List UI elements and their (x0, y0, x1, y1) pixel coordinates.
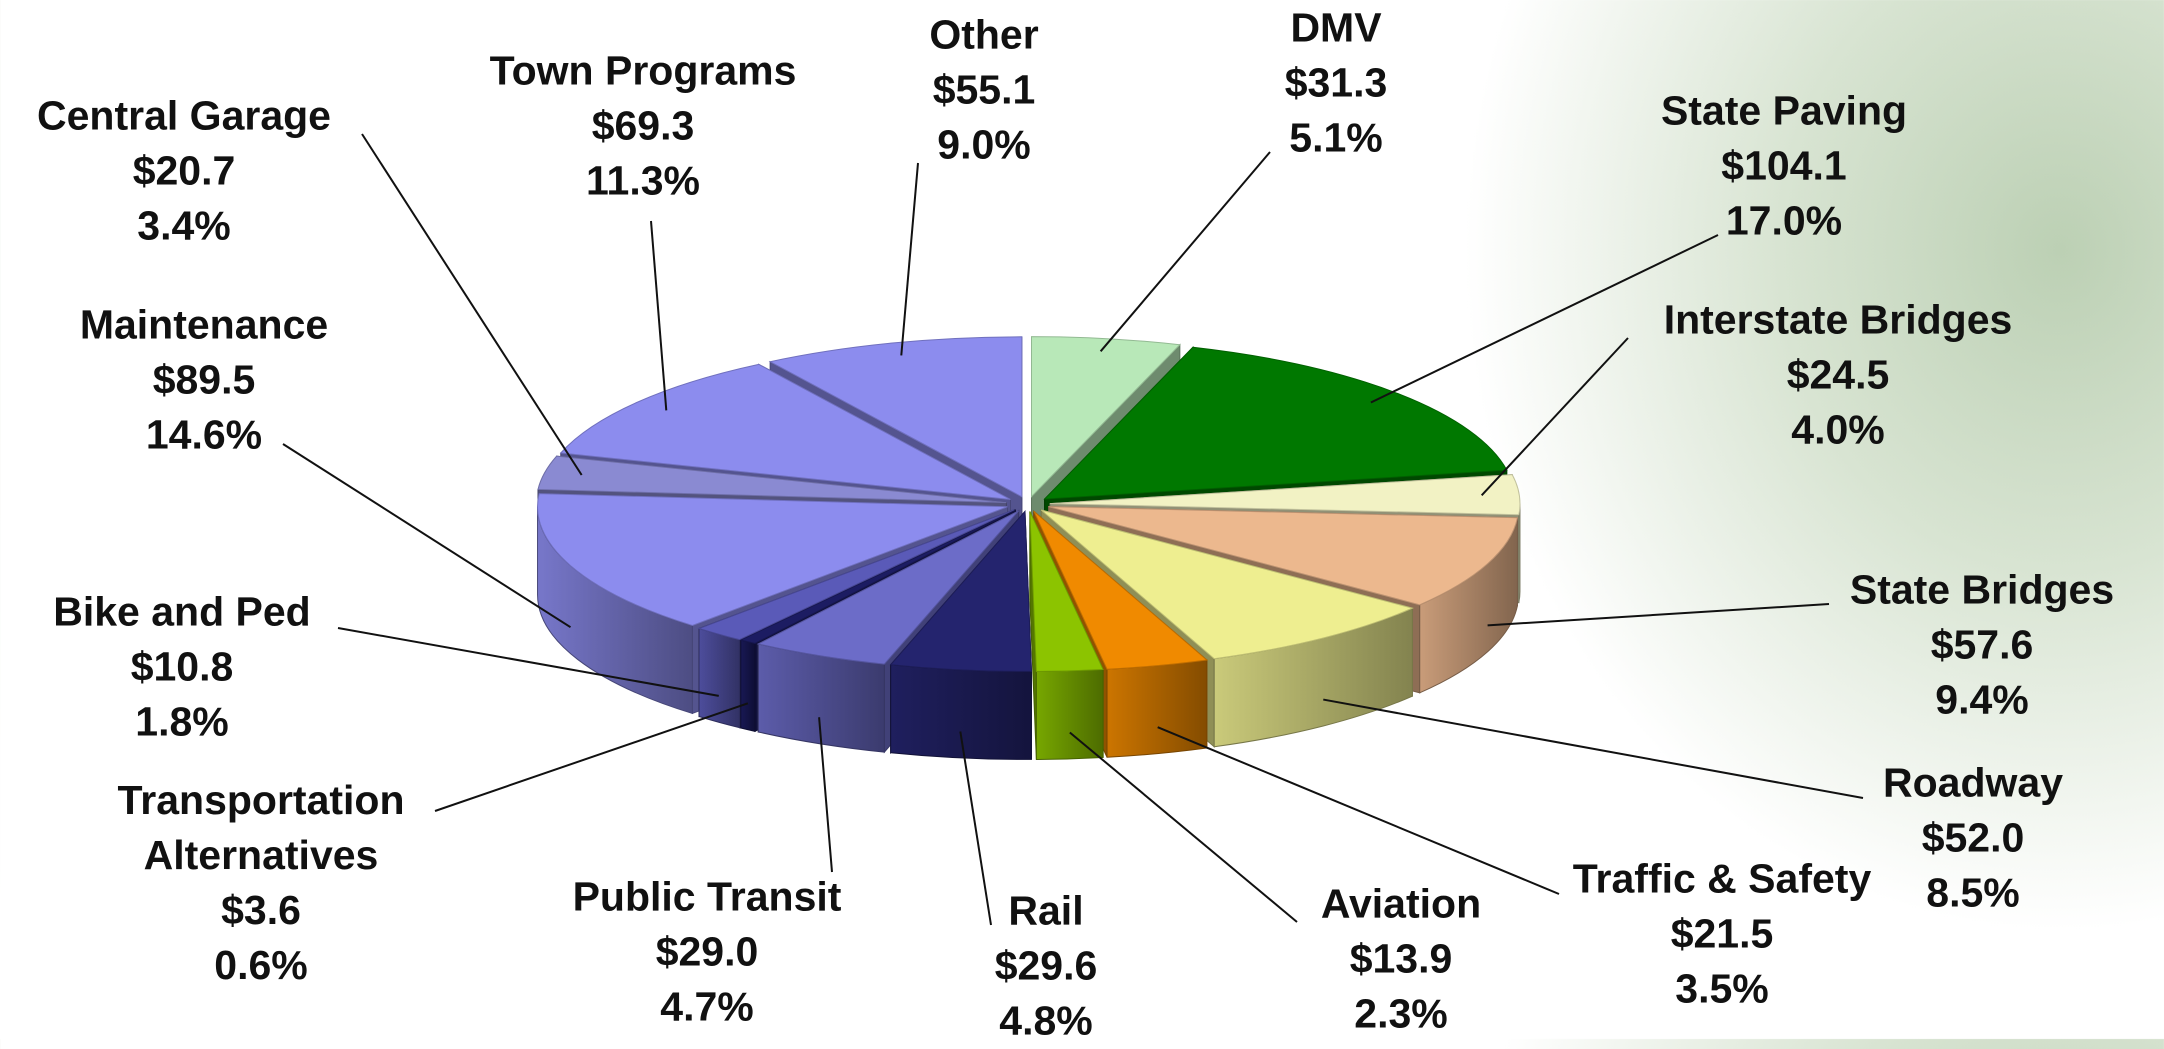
slice (1033, 510, 1208, 670)
share-label: 17.0% (1725, 197, 1843, 244)
value-label: $57.6 (1930, 621, 2034, 668)
slice-label: DMV $31.3 5.1% (1285, 1, 1388, 166)
leader-line (434, 702, 749, 812)
value-label: $3.6 (221, 887, 301, 933)
share-label: 4.7% (660, 983, 754, 1030)
value-label: $55.1 (932, 66, 1036, 113)
share-label: 11.3% (586, 157, 700, 204)
slice-side (1106, 659, 1208, 758)
slice-label: Bike and Ped $10.8 1.8% (53, 585, 310, 750)
share-label: 3.5% (1675, 965, 1769, 1012)
slice-side (1035, 668, 1104, 760)
category-label: Roadway (1883, 759, 2063, 806)
value-label: $31.3 (1284, 59, 1388, 106)
share-label: 0.6% (214, 942, 308, 988)
category-label: Aviation (1320, 880, 1482, 927)
share-label: 9.0% (937, 121, 1031, 168)
category-label: Rail (1008, 887, 1084, 934)
category-label: Interstate Bridges (1663, 296, 2013, 343)
slice (1049, 474, 1521, 516)
slice (889, 510, 1033, 672)
value-label: $20.7 (132, 147, 236, 194)
pie (537, 336, 1521, 760)
leader-line (1487, 603, 1830, 627)
slice-label: Traffic & Safety $21.5 3.5% (1573, 852, 1872, 1017)
share-label: 3.4% (137, 202, 231, 249)
slice (756, 510, 1020, 665)
leader-line (818, 717, 833, 873)
value-label: $52.0 (1921, 814, 2025, 861)
slice (537, 455, 1007, 504)
category-label: Transportation Alternatives (117, 777, 405, 878)
category-label: Other (929, 11, 1039, 58)
leader-line (959, 731, 992, 926)
category-label: Maintenance (79, 301, 329, 348)
share-label: 1.8% (135, 698, 229, 745)
slice-label: Aviation $13.9 2.3% (1321, 877, 1481, 1042)
slice-label: Roadway $52.0 8.5% (1883, 756, 2063, 921)
value-label: $104.1 (1721, 142, 1847, 189)
category-label: Central Garage (37, 92, 331, 139)
slice-label: Central Garage $20.7 3.4% (37, 89, 331, 254)
slice (537, 493, 1008, 626)
slice-label: Rail $29.6 4.8% (995, 884, 1098, 1049)
category-label: Town Programs (489, 47, 797, 94)
share-label: 8.5% (1926, 869, 2020, 916)
category-label: Public Transit (572, 873, 842, 920)
category-label: State Bridges (1849, 566, 2115, 613)
leader-line (1157, 726, 1560, 895)
share-label: 4.0% (1791, 406, 1885, 453)
slice-label: State Bridges $57.6 9.4% (1850, 563, 2114, 728)
value-label: $29.0 (655, 928, 759, 975)
leader-line (1323, 698, 1864, 799)
slice (1043, 346, 1508, 500)
leader-line (1099, 151, 1271, 352)
leader-line (900, 162, 919, 356)
value-label: $13.9 (1349, 935, 1453, 982)
slice (1040, 509, 1414, 660)
slice-side (1518, 503, 1521, 603)
slice-side (890, 664, 1032, 760)
leader-line (1370, 234, 1719, 404)
slice-label: Interstate Bridges $24.5 4.0% (1664, 293, 2013, 458)
value-label: $21.5 (1670, 910, 1774, 957)
share-label: 4.8% (999, 997, 1093, 1044)
leader-line (282, 443, 572, 629)
slice-label: Public Transit $29.0 4.7% (573, 870, 842, 1035)
leader-line (361, 133, 583, 476)
leader-line (1480, 337, 1629, 496)
slice-label: State Paving $104.1 17.0% (1661, 84, 1907, 249)
slice (559, 363, 1011, 500)
slice-label: Town Programs $69.3 11.3% (490, 44, 797, 209)
share-label: 14.6% (145, 411, 263, 458)
slice (1048, 506, 1519, 606)
slice-label: Maintenance $89.5 14.6% (80, 298, 328, 463)
slice-side (740, 639, 756, 732)
leader-line (650, 220, 668, 411)
leader-line (1069, 731, 1298, 923)
value-label: $89.5 (152, 356, 256, 403)
category-label: Traffic & Safety (1572, 855, 1872, 902)
value-label: $24.5 (1786, 351, 1890, 398)
category-label: State Paving (1660, 87, 1908, 134)
slice (1029, 511, 1104, 672)
share-label: 5.1% (1289, 114, 1383, 161)
category-label: Bike and Ped (53, 588, 311, 635)
slice-label: Transportation Alternatives $3.6 0.6% (91, 773, 431, 993)
slice-label: Other $55.1 9.0% (929, 8, 1038, 173)
value-label: $69.3 (591, 102, 695, 149)
slice (739, 509, 1016, 644)
category-label: DMV (1290, 4, 1382, 51)
value-label: $29.6 (994, 942, 1098, 989)
share-label: 9.4% (1935, 676, 2029, 723)
leader-line (337, 627, 719, 697)
value-label: $10.8 (130, 643, 234, 690)
slice (697, 509, 1015, 641)
slice (768, 336, 1023, 498)
slice (1031, 336, 1181, 498)
share-label: 2.3% (1354, 990, 1448, 1037)
